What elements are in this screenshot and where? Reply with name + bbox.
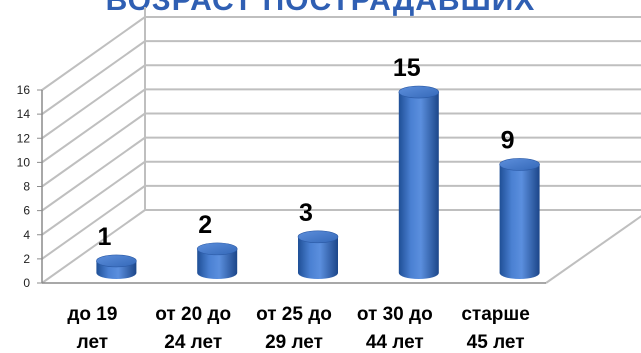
data-label: 9 bbox=[501, 126, 515, 154]
bar-cap bbox=[398, 85, 440, 99]
data-label: 15 bbox=[393, 54, 421, 82]
data-label: 2 bbox=[198, 211, 212, 239]
bar bbox=[96, 254, 137, 279]
gridline-side bbox=[41, 185, 146, 260]
bar-cap bbox=[499, 158, 540, 171]
bar-cap bbox=[196, 242, 238, 256]
x-tick-label: от 20 до bbox=[155, 304, 231, 325]
y-tick-label: 14 bbox=[17, 107, 31, 121]
gridline-side bbox=[41, 64, 146, 140]
gridline-side bbox=[41, 209, 146, 284]
gridline-side bbox=[41, 40, 146, 115]
gridline-side bbox=[41, 88, 146, 164]
y-tick-label: 8 bbox=[23, 180, 30, 194]
bar-cap bbox=[297, 230, 339, 244]
bar-cap bbox=[96, 254, 137, 268]
data-label: 3 bbox=[299, 199, 313, 227]
axes bbox=[37, 89, 546, 284]
bar-body bbox=[197, 248, 238, 279]
y-tick-label: 12 bbox=[17, 131, 31, 145]
gridline-side bbox=[41, 160, 146, 236]
bars bbox=[96, 85, 540, 279]
x-tick-label: 44 лет bbox=[366, 332, 424, 353]
x-tick-label: от 30 до bbox=[357, 304, 433, 325]
gridline-side bbox=[41, 112, 146, 188]
x-tick-label: 24 лет bbox=[164, 332, 222, 353]
labels: 0 2 4 6 8 10 12 14 16 1 до 19 лет 2 от 20 до 24 лет 3 от… bbox=[17, 54, 530, 353]
x-tick-label: 29 лет bbox=[265, 332, 323, 353]
y-tick-label: 10 bbox=[17, 155, 31, 169]
x-tick-label: 45 лет bbox=[467, 332, 525, 353]
gridlines bbox=[41, 7, 641, 284]
bar bbox=[499, 158, 540, 279]
x-tick-label: лет bbox=[77, 332, 108, 353]
x-tick-label: старше bbox=[461, 304, 529, 325]
y-tick-label: 4 bbox=[23, 228, 30, 242]
chart-title: ВОЗРАСТ ПОСТРАДАВШИХ bbox=[105, 0, 536, 17]
bar-body bbox=[398, 92, 439, 279]
y-tick-label: 16 bbox=[17, 83, 31, 97]
y-tick-label: 2 bbox=[23, 252, 30, 266]
floor-right-edge bbox=[545, 215, 641, 284]
bar bbox=[398, 85, 440, 279]
bar-body bbox=[499, 164, 540, 279]
y-tick-label: 6 bbox=[23, 204, 30, 218]
data-label: 1 bbox=[97, 223, 111, 251]
y-tick-label: 0 bbox=[23, 276, 30, 290]
gridline-side bbox=[41, 136, 146, 212]
gridline-side bbox=[41, 16, 146, 91]
bar bbox=[297, 230, 339, 279]
x-tick-label: от 25 до bbox=[256, 304, 332, 325]
bar-body bbox=[298, 236, 338, 279]
x-tick-label: до 19 bbox=[67, 304, 117, 325]
bar bbox=[196, 242, 238, 279]
